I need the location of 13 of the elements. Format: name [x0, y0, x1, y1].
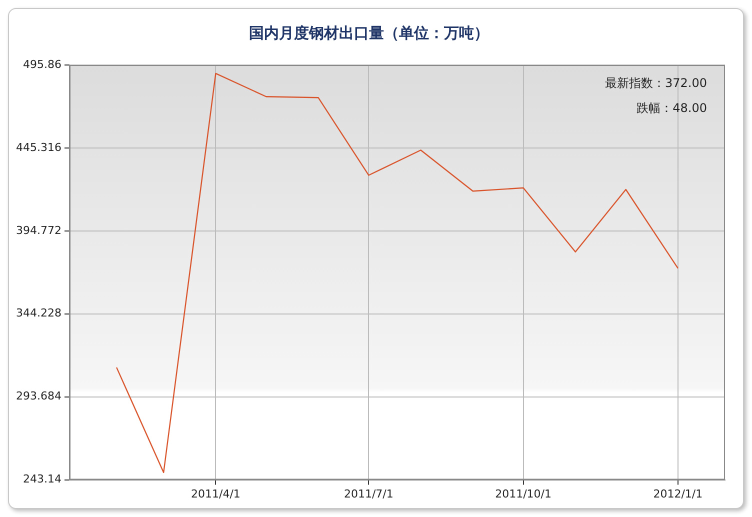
y-tick-label: 293.684: [16, 390, 62, 403]
x-tick-label: 2011/10/1: [495, 487, 552, 500]
annotation: 跌幅：48.00: [636, 101, 707, 116]
x-tick-label: 2011/4/1: [191, 487, 240, 500]
y-tick-label: 445.316: [16, 140, 62, 154]
annotation: 最新指数：372.00: [605, 76, 707, 90]
x-tick-label: 2012/1/1: [653, 487, 703, 500]
y-tick-label: 495.86: [22, 58, 62, 71]
y-tick-label: 344.228: [16, 306, 62, 320]
y-tick-label: 394.772: [16, 224, 62, 237]
y-tick-label: 243.14: [22, 472, 62, 486]
x-tick-label: 2011/7/1: [344, 487, 394, 500]
chart-title: 国内月度钢材出口量（单位：万吨）: [249, 24, 489, 42]
